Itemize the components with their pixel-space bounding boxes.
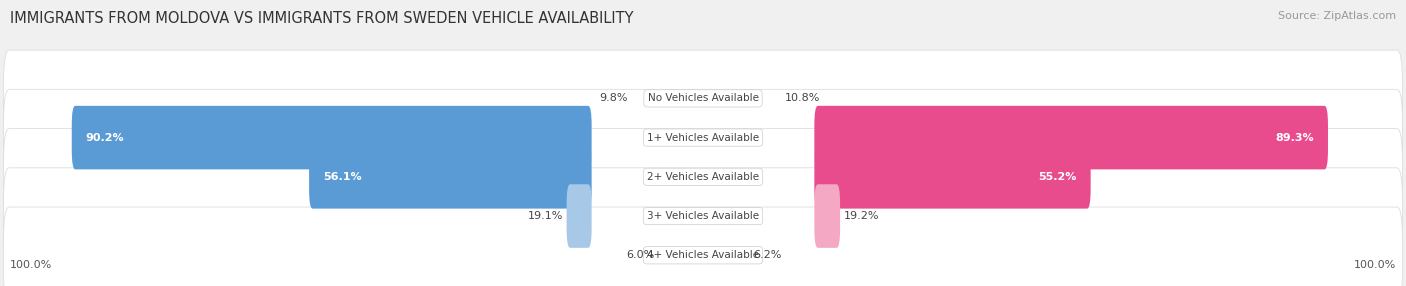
Text: 2+ Vehicles Available: 2+ Vehicles Available <box>647 172 759 182</box>
Text: 4+ Vehicles Available: 4+ Vehicles Available <box>647 250 759 260</box>
FancyBboxPatch shape <box>814 184 841 248</box>
FancyBboxPatch shape <box>4 168 1402 264</box>
FancyBboxPatch shape <box>4 207 1402 286</box>
FancyBboxPatch shape <box>309 145 592 208</box>
FancyBboxPatch shape <box>4 89 1402 186</box>
FancyBboxPatch shape <box>4 129 1402 225</box>
Text: 6.2%: 6.2% <box>754 250 782 260</box>
Text: 100.0%: 100.0% <box>1354 260 1396 270</box>
Text: IMMIGRANTS FROM MOLDOVA VS IMMIGRANTS FROM SWEDEN VEHICLE AVAILABILITY: IMMIGRANTS FROM MOLDOVA VS IMMIGRANTS FR… <box>10 11 633 26</box>
FancyBboxPatch shape <box>4 50 1402 147</box>
Text: 55.2%: 55.2% <box>1039 172 1077 182</box>
Text: 10.8%: 10.8% <box>785 94 821 103</box>
Text: 90.2%: 90.2% <box>86 133 124 143</box>
FancyBboxPatch shape <box>814 106 1329 169</box>
Text: 9.8%: 9.8% <box>599 94 628 103</box>
Text: 1+ Vehicles Available: 1+ Vehicles Available <box>647 133 759 143</box>
Text: 89.3%: 89.3% <box>1275 133 1315 143</box>
Text: Source: ZipAtlas.com: Source: ZipAtlas.com <box>1278 11 1396 21</box>
Text: 19.2%: 19.2% <box>844 211 879 221</box>
Text: No Vehicles Available: No Vehicles Available <box>648 94 758 103</box>
FancyBboxPatch shape <box>72 106 592 169</box>
Text: 19.1%: 19.1% <box>527 211 564 221</box>
Text: 3+ Vehicles Available: 3+ Vehicles Available <box>647 211 759 221</box>
FancyBboxPatch shape <box>814 145 1091 208</box>
Text: 56.1%: 56.1% <box>323 172 361 182</box>
Text: 100.0%: 100.0% <box>10 260 52 270</box>
FancyBboxPatch shape <box>567 184 592 248</box>
Text: 6.0%: 6.0% <box>626 250 654 260</box>
